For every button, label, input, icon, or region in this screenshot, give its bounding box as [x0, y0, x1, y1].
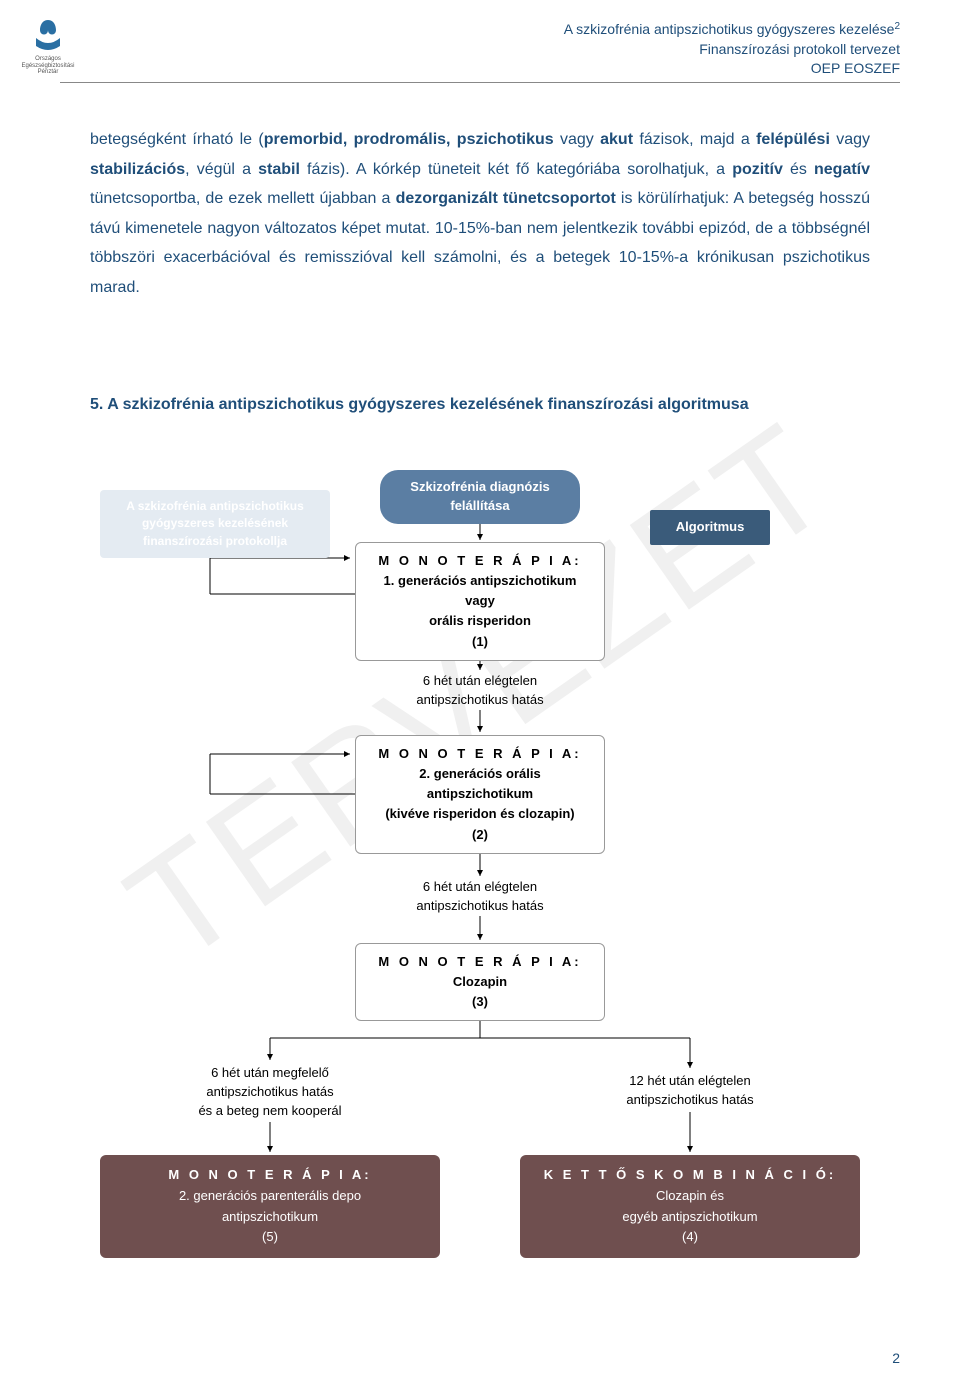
end-left-l2: antipszichotikum: [112, 1207, 428, 1228]
mono3-l2: (3): [366, 992, 594, 1012]
mono-box-1: M O N O T E R Á P I A: 1. generációs ant…: [355, 542, 605, 661]
mono3-title: M O N O T E R Á P I A:: [366, 952, 594, 972]
header-line-2: Finanszírozási protokoll tervezet: [564, 40, 900, 60]
note-right-l2: antipszichotikus hatás: [570, 1091, 810, 1110]
logo: Országos Egészségbiztosítási Pénztár: [18, 18, 78, 76]
start-node: Szkizofrénia diagnózis felállítása: [380, 470, 580, 524]
note2-l2: antipszichotikus hatás: [380, 897, 580, 916]
note-2: 6 hét után elégtelen antipszichotikus ha…: [380, 878, 580, 916]
mono1-l1: 1. generációs antipszichotikum: [366, 571, 594, 591]
mono3-l1: Clozapin: [366, 972, 594, 992]
section-title: 5. A szkizofrénia antipszichotikus gyógy…: [90, 390, 870, 420]
note-right: 12 hét után elégtelen antipszichotikus h…: [570, 1072, 810, 1110]
mono2-l2: antipszichotikum: [366, 784, 594, 804]
mono1-title: M O N O T E R Á P I A:: [366, 551, 594, 571]
end-box-right: K E T T Ő S K O M B I N Á C I Ó: Clozapi…: [520, 1155, 860, 1258]
end-left-l3: (5): [112, 1227, 428, 1248]
page-header: A szkizofrénia antipszichotikus gyógysze…: [564, 20, 900, 79]
end-left-title: M O N O T E R Á P I A:: [112, 1165, 428, 1186]
end-box-left: M O N O T E R Á P I A: 2. generációs par…: [100, 1155, 440, 1258]
end-right-l2: egyéb antipszichotikum: [532, 1207, 848, 1228]
mono1-l3: orális risperidon: [366, 611, 594, 631]
mono2-l1: 2. generációs orális: [366, 764, 594, 784]
mono1-l4: (1): [366, 632, 594, 652]
header-line-1: A szkizofrénia antipszichotikus gyógysze…: [564, 20, 900, 40]
mono1-l2: vagy: [366, 591, 594, 611]
note-right-l1: 12 hét után elégtelen: [570, 1072, 810, 1091]
mono2-l3: (kivéve risperidon és clozapin): [366, 804, 594, 824]
algorithm-label: Algoritmus: [650, 510, 770, 545]
note2-l1: 6 hét után elégtelen: [380, 878, 580, 897]
start-l2: felállítása: [390, 497, 570, 516]
note1-l1: 6 hét után elégtelen: [380, 672, 580, 691]
note-left-l2: antipszichotikus hatás: [150, 1083, 390, 1102]
end-right-l3: (4): [532, 1227, 848, 1248]
note-1: 6 hét után elégtelen antipszichotikus ha…: [380, 672, 580, 710]
note-left: 6 hét után megfelelő antipszichotikus ha…: [150, 1064, 390, 1121]
header-divider: [60, 82, 900, 83]
end-right-l1: Clozapin és: [532, 1186, 848, 1207]
flowchart: A szkizofrénia antipszichotikus gyógysze…: [0, 460, 960, 1340]
note-left-l3: és a beteg nem kooperál: [150, 1102, 390, 1121]
note-left-l1: 6 hét után megfelelő: [150, 1064, 390, 1083]
header-line-3: OEP EOSZEF: [564, 59, 900, 79]
mono-box-3: M O N O T E R Á P I A: Clozapin (3): [355, 943, 605, 1021]
start-l1: Szkizofrénia diagnózis: [390, 478, 570, 497]
mono-box-2: M O N O T E R Á P I A: 2. generációs orá…: [355, 735, 605, 854]
body-paragraph: betegségként írható le (premorbid, prodr…: [90, 125, 870, 303]
note1-l2: antipszichotikus hatás: [380, 691, 580, 710]
end-left-l1: 2. generációs parenterális depo: [112, 1186, 428, 1207]
protocol-box: A szkizofrénia antipszichotikus gyógysze…: [100, 490, 330, 558]
logo-caption: Országos Egészségbiztosítási Pénztár: [18, 56, 78, 76]
page-number: 2: [892, 1350, 900, 1366]
end-right-title: K E T T Ő S K O M B I N Á C I Ó:: [532, 1165, 848, 1186]
mono2-l4: (2): [366, 825, 594, 845]
logo-icon: [28, 18, 68, 54]
mono2-title: M O N O T E R Á P I A:: [366, 744, 594, 764]
